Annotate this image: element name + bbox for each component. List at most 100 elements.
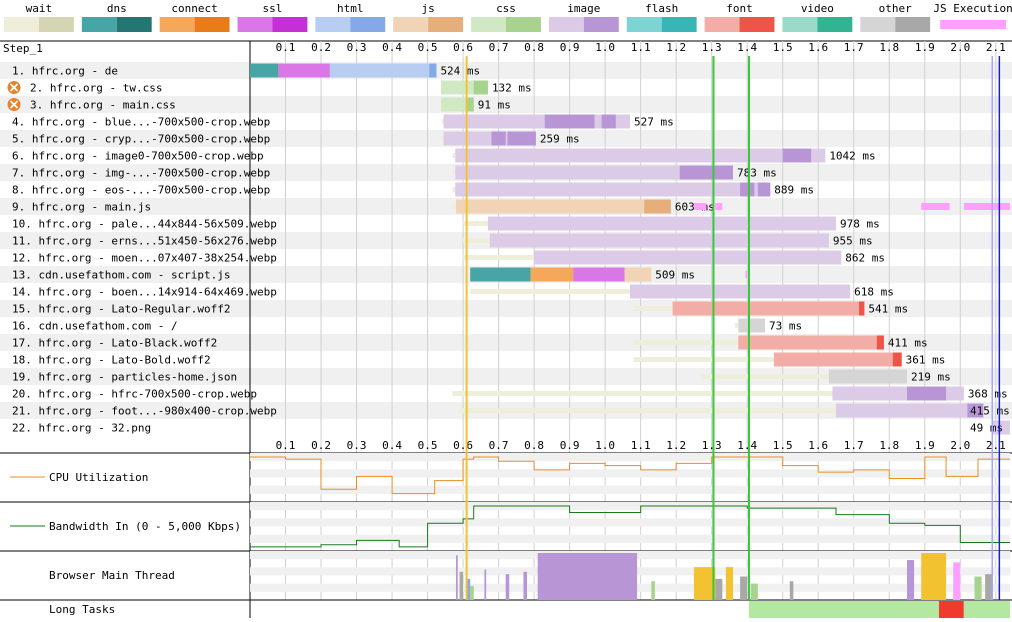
legend-label-css: css — [496, 2, 516, 15]
main-thread-block — [921, 553, 947, 600]
bar-segment-ssl — [278, 63, 330, 78]
bar-segment-font_dark — [892, 352, 902, 367]
request-label: 1. hfrc.org - de — [12, 65, 118, 78]
bar-segment-image — [455, 182, 771, 197]
tick-label-bottom: 0.3 — [347, 439, 367, 452]
request-label: 14. hfrc.org - boen...14x914-64x469.webp — [12, 286, 277, 299]
tick-label-bottom: 0.1 — [276, 439, 296, 452]
bar-segment-image — [534, 250, 842, 265]
bar-segment-font — [738, 335, 884, 350]
request-label: 19. hfrc.org - particles-home.json — [12, 371, 237, 384]
bar-segment-other — [738, 318, 765, 333]
legend-label-ssl: ssl — [263, 2, 283, 15]
bar-segment-wait — [452, 170, 456, 175]
bar-segment-connect — [530, 267, 574, 282]
request-label: 4. hfrc.org - blue...-700x500-crop.webp — [12, 116, 270, 129]
tick-label-bottom: 1.4 — [737, 439, 757, 452]
main-thread-block — [484, 569, 487, 600]
request-bars: 524 ms 132 ms 91 ms 527 ms 259 ms 1042 ms 783 … — [250, 63, 1010, 435]
bar-value-label: 73 ms — [769, 320, 802, 333]
bar-segment-font_dark — [876, 335, 884, 350]
legend-swatch-dark-video — [817, 17, 853, 32]
legend-label-html: html — [337, 2, 364, 15]
js-execution-mark — [745, 271, 748, 278]
bar-value-label: 524 ms — [440, 65, 480, 78]
bar-value-label: 259 ms — [540, 133, 580, 146]
legend-swatch-flash — [626, 17, 662, 32]
tick-label-bottom: 1.6 — [808, 439, 828, 452]
legend-swatch-dark-wait — [38, 17, 74, 32]
legend-swatch-dark-image — [583, 17, 619, 32]
legend-swatch-video — [782, 17, 818, 32]
bar-value-label: 132 ms — [492, 82, 532, 95]
long-task-block — [748, 601, 939, 618]
panel-stripe — [250, 534, 1010, 543]
bar-segment-wait — [441, 119, 444, 124]
main-thread-block — [455, 555, 458, 600]
main-thread-block — [789, 581, 794, 600]
metric-graphs: CPU Utilization Bandwidth In (0 - 5,000 K… — [0, 452, 1012, 618]
legend-swatch-font — [704, 17, 740, 32]
legend-label-js: js — [422, 2, 435, 15]
legend-swatch-dark-js — [428, 17, 464, 32]
tick-label-bottom: 1.1 — [631, 439, 651, 452]
tick-label-bottom: 1.7 — [844, 439, 864, 452]
main-thread-block — [523, 571, 528, 600]
request-label: 18. hfrc.org - Lato-Bold.woff2 — [12, 354, 211, 367]
tick-label-bottom: 1.5 — [773, 439, 793, 452]
legend-label-wait: wait — [26, 2, 53, 15]
bar-segment-image_dark — [544, 114, 595, 129]
legend-swatch-dark-flash — [661, 17, 697, 32]
bar-value-label: 411 ms — [888, 337, 928, 350]
tick-label-top: 0.8 — [524, 41, 544, 54]
bar-segment-image — [835, 403, 984, 418]
legend-label-flash: flash — [645, 2, 678, 15]
legend-swatch-wait — [4, 17, 39, 32]
request-label: 21. hfrc.org - foot...-980x400-crop.webp — [12, 405, 277, 418]
bar-segment-css — [441, 97, 474, 112]
bar-segment-image_dark — [507, 131, 536, 146]
main-thread-block — [907, 560, 915, 600]
bar-segment-image_dark — [782, 148, 812, 163]
legend-label-image: image — [567, 2, 600, 15]
bar-segment-css_dark — [473, 80, 488, 95]
bar-segment-image — [489, 233, 829, 248]
request-label: 12. hfrc.org - moen...07x407-38x254.webp — [12, 252, 277, 265]
bar-segment-html_dark — [429, 63, 437, 78]
request-label: 16. cdn.usefathom.com - / — [12, 320, 178, 333]
bar-value-label: 91 ms — [478, 99, 511, 112]
tick-label-top: 0.4 — [382, 41, 402, 54]
main-thread-label: Browser Main Thread — [49, 569, 175, 582]
legend-label-js_execution: JS Execution — [933, 2, 1012, 15]
legend-swatch-dark-html — [350, 17, 386, 32]
tick-label-bottom: 0.8 — [524, 439, 544, 452]
panel-stripe — [250, 518, 1010, 527]
request-label: 15. hfrc.org - Lato-Regular.woff2 — [12, 303, 231, 316]
bar-value-label: 541 ms — [868, 303, 908, 316]
main-thread-block — [740, 576, 748, 600]
tick-label-bottom: 0.7 — [489, 439, 509, 452]
bar-value-label: 415 ms — [970, 405, 1010, 418]
js-execution-mark — [715, 203, 723, 210]
main-thread-block — [505, 574, 510, 600]
bar-segment-js — [455, 199, 671, 214]
bar-segment-image_dark — [491, 131, 506, 146]
cpu-line — [250, 456, 1010, 495]
tick-label-top: 1.3 — [702, 41, 722, 54]
legend-swatch-dark-other — [895, 17, 931, 32]
bar-segment-js — [624, 267, 652, 282]
bar-value-label: 862 ms — [845, 252, 885, 265]
request-label: 17. hfrc.org - Lato-Black.woff2 — [12, 337, 217, 350]
bar-segment-image_dark — [907, 386, 947, 401]
bar-segment-dns — [250, 63, 279, 78]
bar-value-label: 49 ms — [970, 422, 1003, 435]
row-stripe — [0, 96, 1012, 113]
bar-segment-wait — [701, 374, 829, 379]
timing-markers — [465, 56, 1001, 600]
tick-label-top: 0.2 — [311, 41, 331, 54]
tick-label-bottom: 1.3 — [702, 439, 722, 452]
tick-label-top: 1.0 — [595, 41, 615, 54]
bar-segment-wait — [463, 255, 535, 260]
panel-stripe — [250, 469, 1010, 478]
tick-label-bottom: 0.2 — [311, 439, 331, 452]
